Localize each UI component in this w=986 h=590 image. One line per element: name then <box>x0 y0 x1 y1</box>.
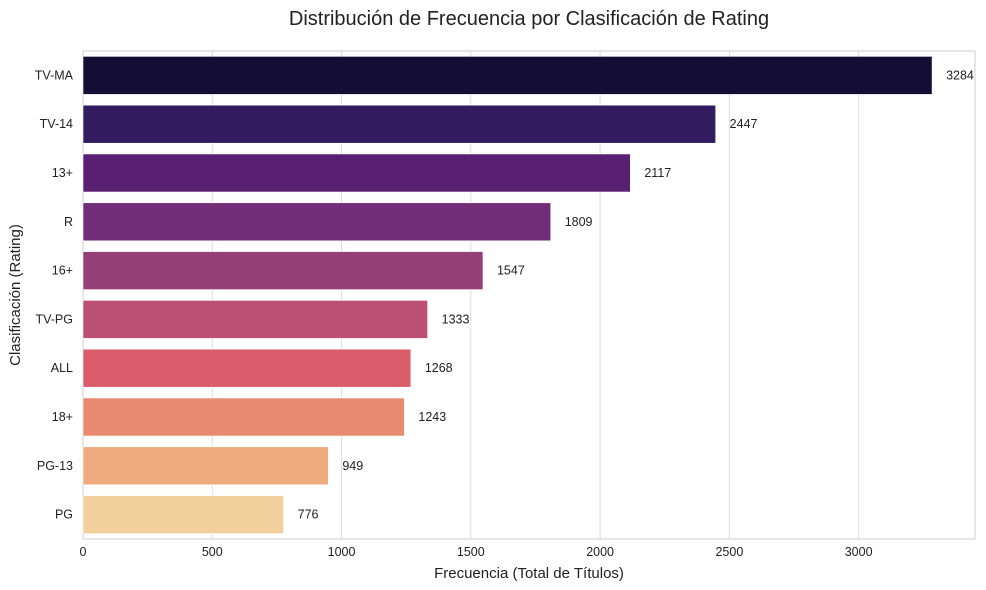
y-tick-label: 18+ <box>52 410 73 424</box>
x-tick-label: 3000 <box>845 545 873 559</box>
bar-tv-ma <box>82 56 933 95</box>
y-tick-label: TV-14 <box>40 117 73 131</box>
data-label: 2447 <box>730 117 758 131</box>
x-tick-label: 0 <box>80 545 87 559</box>
bar-13 <box>82 153 631 193</box>
bar-tv-pg <box>82 300 428 339</box>
data-label: 949 <box>342 459 363 473</box>
x-tick-label: 2000 <box>586 545 614 559</box>
y-tick-label: TV-MA <box>35 68 74 82</box>
y-tick-label: 16+ <box>52 264 73 278</box>
y-tick-label: R <box>64 215 73 229</box>
x-tick-label: 2500 <box>715 545 743 559</box>
x-tick-label: 500 <box>202 545 223 559</box>
data-label: 2117 <box>644 166 671 180</box>
data-labels: 3284 2447 2117 1809 1547 1333 1268 1243 949 776 <box>298 68 974 521</box>
chart-title: Distribución de Frecuencia por Clasifica… <box>289 8 769 30</box>
plot-frame <box>82 50 976 540</box>
data-label: 1809 <box>565 215 593 229</box>
bar-pg <box>82 495 284 534</box>
y-tick-label: PG-13 <box>37 459 73 473</box>
x-tick-label: 1500 <box>457 545 485 559</box>
bar-tv-14 <box>82 104 716 144</box>
bar-all <box>82 348 412 388</box>
y-axis-label: Clasificación (Rating) <box>7 224 24 366</box>
data-label: 1268 <box>425 361 453 375</box>
x-tick-label: 1000 <box>328 545 356 559</box>
data-label: 1243 <box>418 410 446 424</box>
x-tick-labels: 0 500 1000 1500 2000 2500 3000 <box>80 545 873 559</box>
data-label: 3284 <box>946 68 974 82</box>
y-tick-labels: TV-MA TV-14 13+ R 16+ TV-PG ALL 18+ PG-13 PG <box>35 68 74 521</box>
bar-18 <box>82 397 405 437</box>
data-label: 1333 <box>442 312 470 326</box>
bar-r <box>82 202 552 242</box>
bar-pg-13 <box>82 446 329 486</box>
x-axis-label: Frecuencia (Total de Títulos) <box>434 565 624 582</box>
y-tick-label: TV-PG <box>35 312 73 326</box>
bars <box>82 56 933 534</box>
y-tick-label: ALL <box>51 361 73 375</box>
bar-16 <box>82 251 484 290</box>
y-tick-label: PG <box>55 508 73 522</box>
y-tick-label: 13+ <box>52 166 73 180</box>
data-label: 1547 <box>497 264 525 278</box>
data-label: 776 <box>298 508 319 522</box>
